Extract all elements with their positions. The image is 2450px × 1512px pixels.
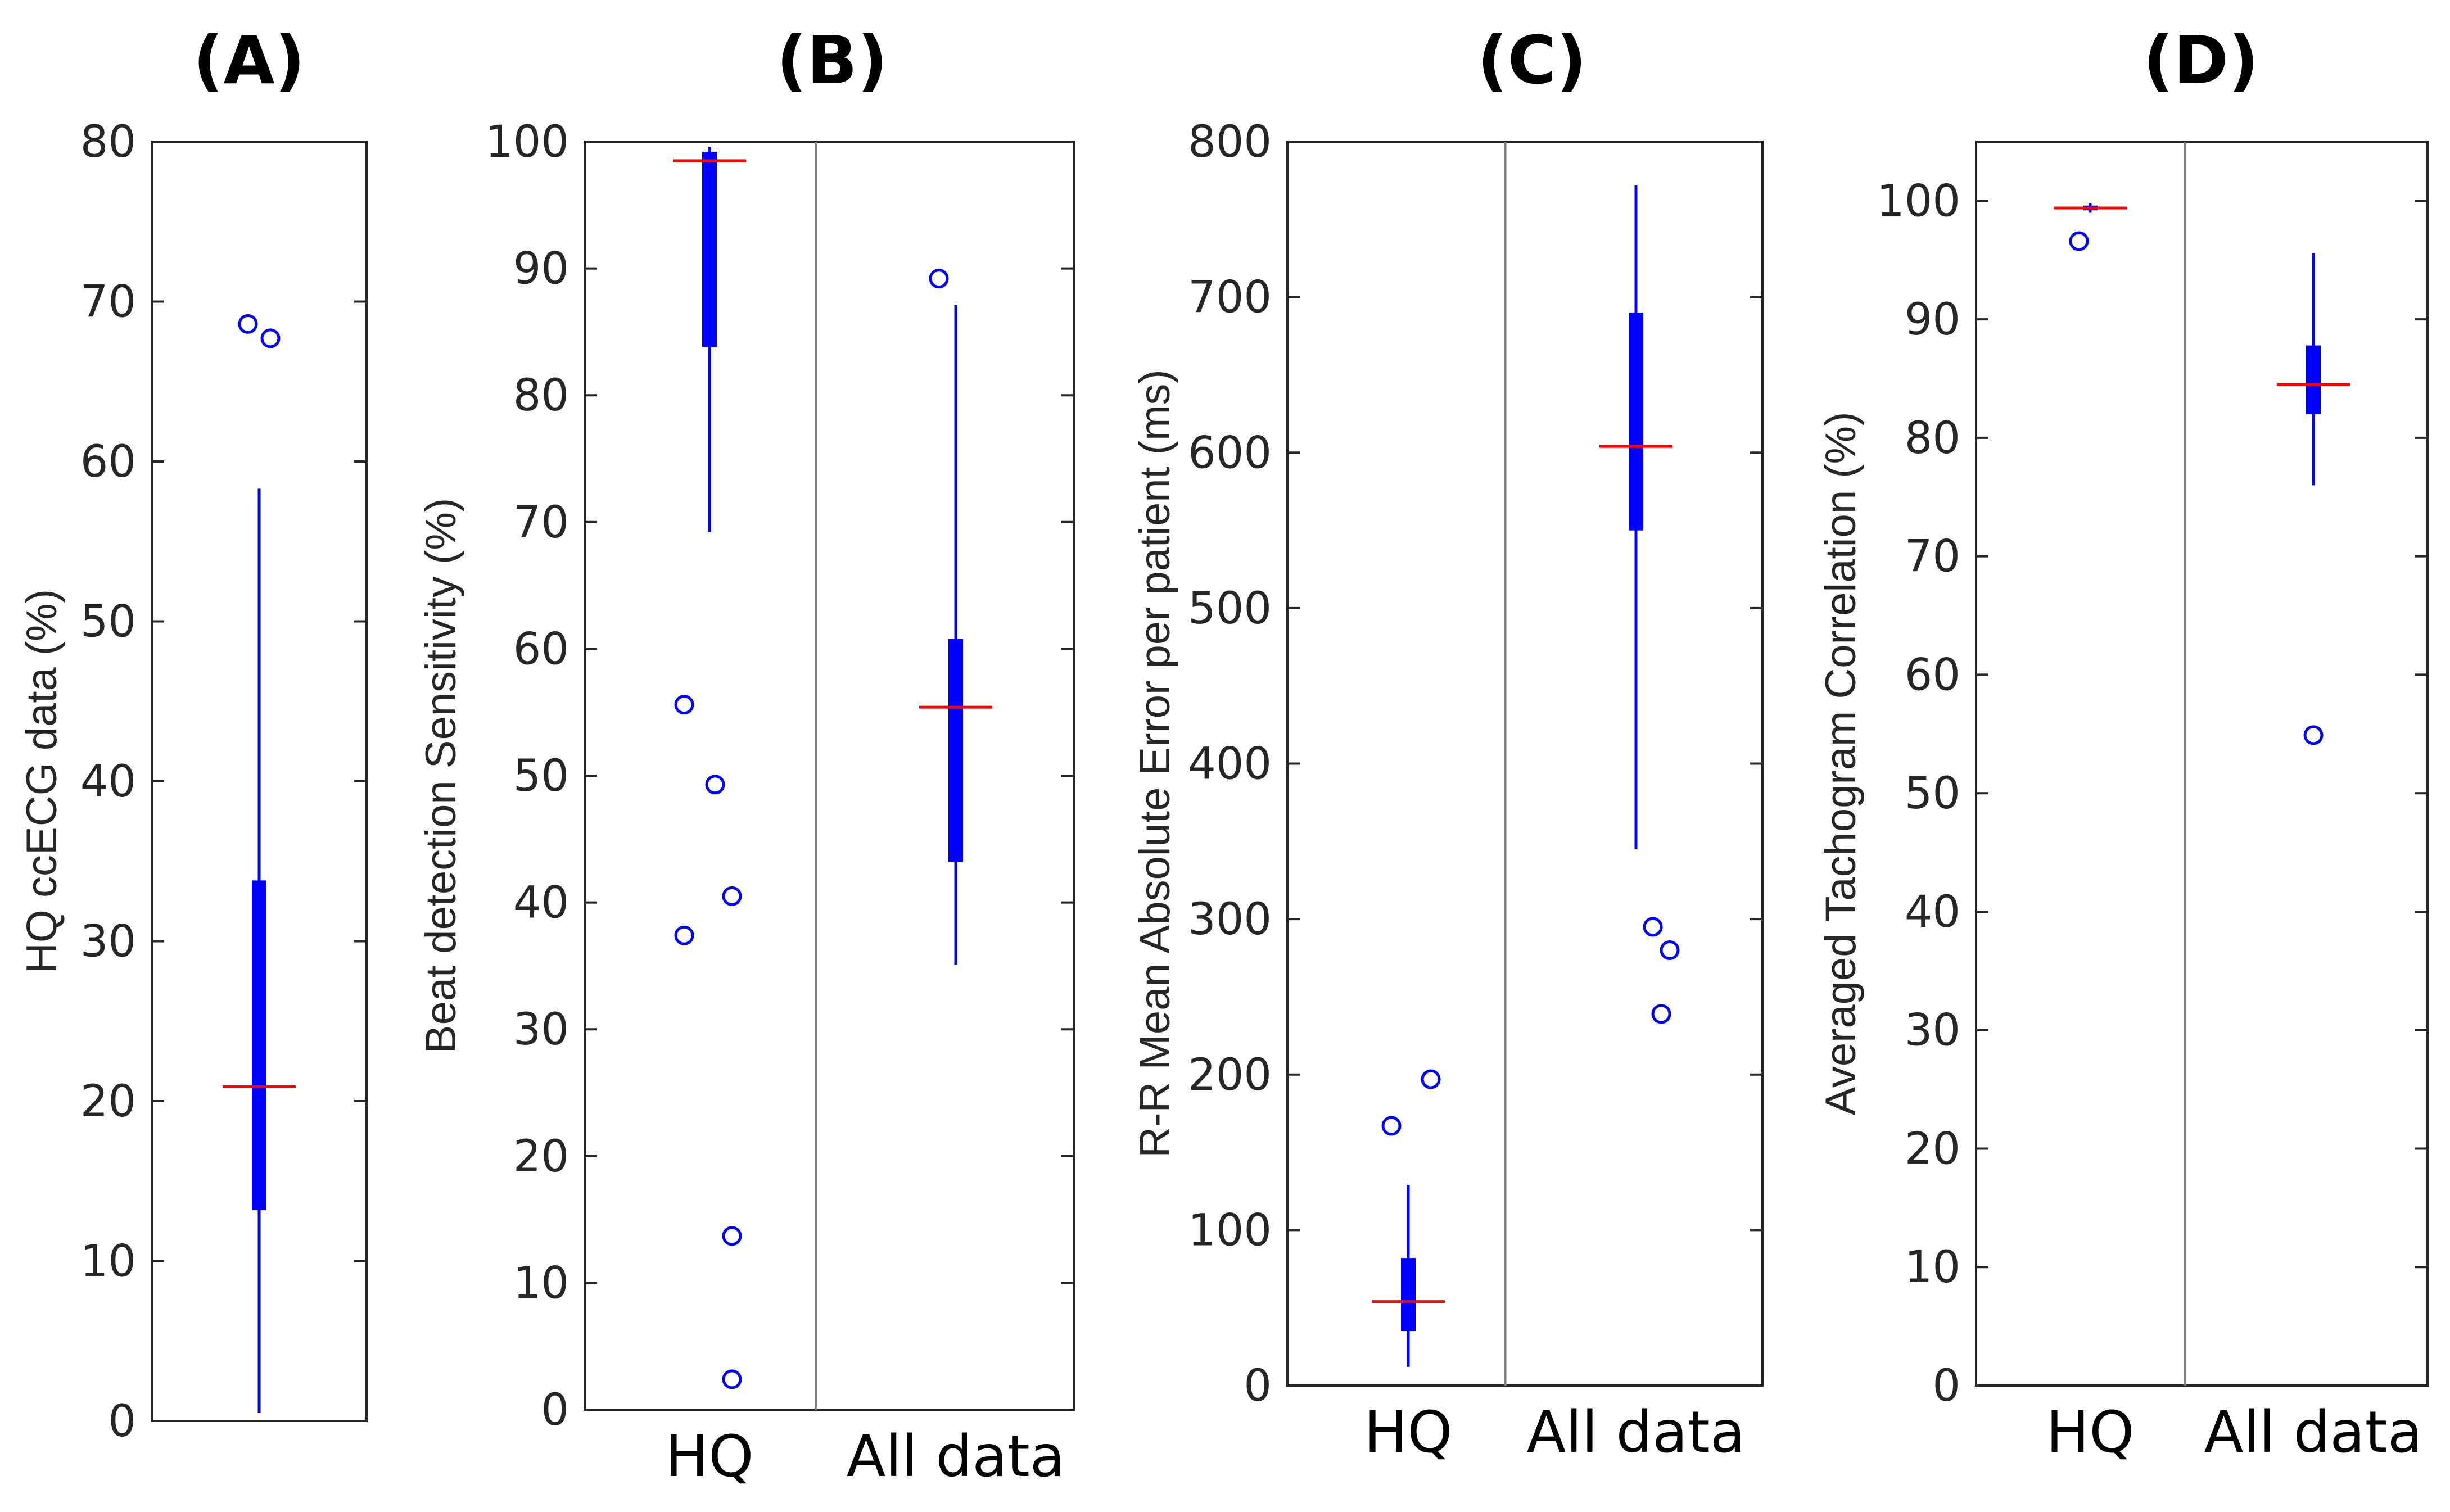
panel-c-title: (C) <box>1477 21 1586 99</box>
panel-d-ytick-label: 30 <box>1905 1006 1960 1056</box>
panel-b-ytick-label: 70 <box>513 497 569 548</box>
panel-a-ytick-label: 40 <box>80 757 136 807</box>
panel-d-ylabel: Averaged Tachogram Correlation (%) <box>1817 412 1865 1116</box>
panel-c-ytick-label: 400 <box>1188 739 1272 790</box>
panel-c-category-label: All data <box>1527 1399 1746 1466</box>
panel-b-ytick-label: 0 <box>541 1385 569 1436</box>
panel-c-ytick-label: 0 <box>1244 1361 1272 1411</box>
panel-d-title: (D) <box>2143 21 2259 99</box>
panel-c-axes-frame <box>1286 141 1764 1387</box>
panel-a-ytick-label: 60 <box>80 437 136 487</box>
panel-b-outlier-point <box>674 695 694 715</box>
panel-c-outlier-point <box>1381 1116 1402 1136</box>
panel-a-outlier-point <box>238 314 258 334</box>
panel-c-ytick-label: 300 <box>1188 894 1272 945</box>
panel-b-axes-frame <box>584 141 1075 1411</box>
panel-b-ytick-label: 100 <box>485 117 569 168</box>
panel-c-ytick-label: 600 <box>1188 428 1272 478</box>
panel-d-ytick-label: 10 <box>1905 1242 1960 1293</box>
panel-b-outlier-point <box>674 925 694 945</box>
panel-c-ytick-label: 700 <box>1188 273 1272 323</box>
panel-d-ytick-label: 40 <box>1905 887 1960 938</box>
panel-b-ytick-label: 50 <box>513 751 569 802</box>
panel-c-ytick-label: 100 <box>1188 1205 1272 1256</box>
panel-d-category-label: All data <box>2204 1399 2423 1466</box>
panel-d-ytick-label: 60 <box>1905 650 1960 700</box>
panel-d-ytick-label: 50 <box>1905 768 1960 819</box>
panel-a-ytick-label: 80 <box>80 117 136 168</box>
panel-b-ytick-label: 30 <box>513 1004 569 1055</box>
panel-a-ylabel: HQ ccECG data (%) <box>18 589 66 974</box>
panel-d-ytick-label: 100 <box>1877 176 1960 227</box>
panel-a-ytick-label: 20 <box>80 1076 136 1127</box>
panel-d-outlier-point <box>2303 725 2324 745</box>
panel-b-category-label: HQ <box>666 1423 754 1490</box>
panel-b-ytick-label: 90 <box>513 244 569 295</box>
panel-d-axes-frame <box>1975 141 2429 1387</box>
panel-b-category-label: All data <box>847 1423 1065 1490</box>
panel-a-ytick-label: 0 <box>108 1396 136 1447</box>
panel-d-ytick-label: 70 <box>1905 532 1960 582</box>
panel-c-outlier-point <box>1651 1004 1671 1024</box>
panel-d-ytick-label: 90 <box>1905 295 1960 345</box>
panel-a-outlier-point <box>260 328 281 348</box>
panel-a-ytick-label: 30 <box>80 917 136 967</box>
panel-a-ytick-label: 70 <box>80 277 136 328</box>
panel-b-ytick-label: 80 <box>513 370 569 421</box>
panel-c-ytick-label: 800 <box>1188 117 1272 168</box>
panel-b-outlier-point <box>722 1369 742 1389</box>
panel-d-outlier-point <box>2069 231 2089 251</box>
panel-c-category-label: HQ <box>1364 1399 1453 1466</box>
panel-d-ytick-label: 0 <box>1932 1361 1960 1411</box>
panel-b-title: (B) <box>776 21 888 99</box>
panel-b-ylabel: Beat detection Sensitivity (%) <box>417 498 465 1053</box>
panel-a-ytick-label: 10 <box>80 1237 136 1287</box>
panel-a-ytick-label: 50 <box>80 597 136 648</box>
panel-b-ytick-label: 60 <box>513 624 569 674</box>
panel-c-ytick-label: 500 <box>1188 583 1272 634</box>
panel-a-title: (A) <box>193 21 305 99</box>
panel-c-ytick-label: 200 <box>1188 1050 1272 1101</box>
panel-c-outlier-point <box>1643 917 1663 937</box>
panel-b-outlier-point <box>722 886 742 906</box>
panel-b-ytick-label: 40 <box>513 878 569 929</box>
panel-c-ylabel: R-R Mean Absolute Error per patient (ms) <box>1131 369 1179 1157</box>
panel-c-outlier-point <box>1421 1069 1441 1089</box>
panel-d-ytick-label: 80 <box>1905 413 1960 464</box>
panel-b-outlier-point <box>722 1226 742 1246</box>
panel-b-outlier-point <box>705 775 725 795</box>
panel-b-ytick-label: 20 <box>513 1131 569 1182</box>
panel-c-outlier-point <box>1660 940 1680 960</box>
panel-d-category-label: HQ <box>2046 1399 2135 1466</box>
panel-d-ytick-label: 20 <box>1905 1124 1960 1174</box>
panel-b-outlier-point <box>929 269 949 289</box>
panel-b-ytick-label: 10 <box>513 1258 569 1309</box>
